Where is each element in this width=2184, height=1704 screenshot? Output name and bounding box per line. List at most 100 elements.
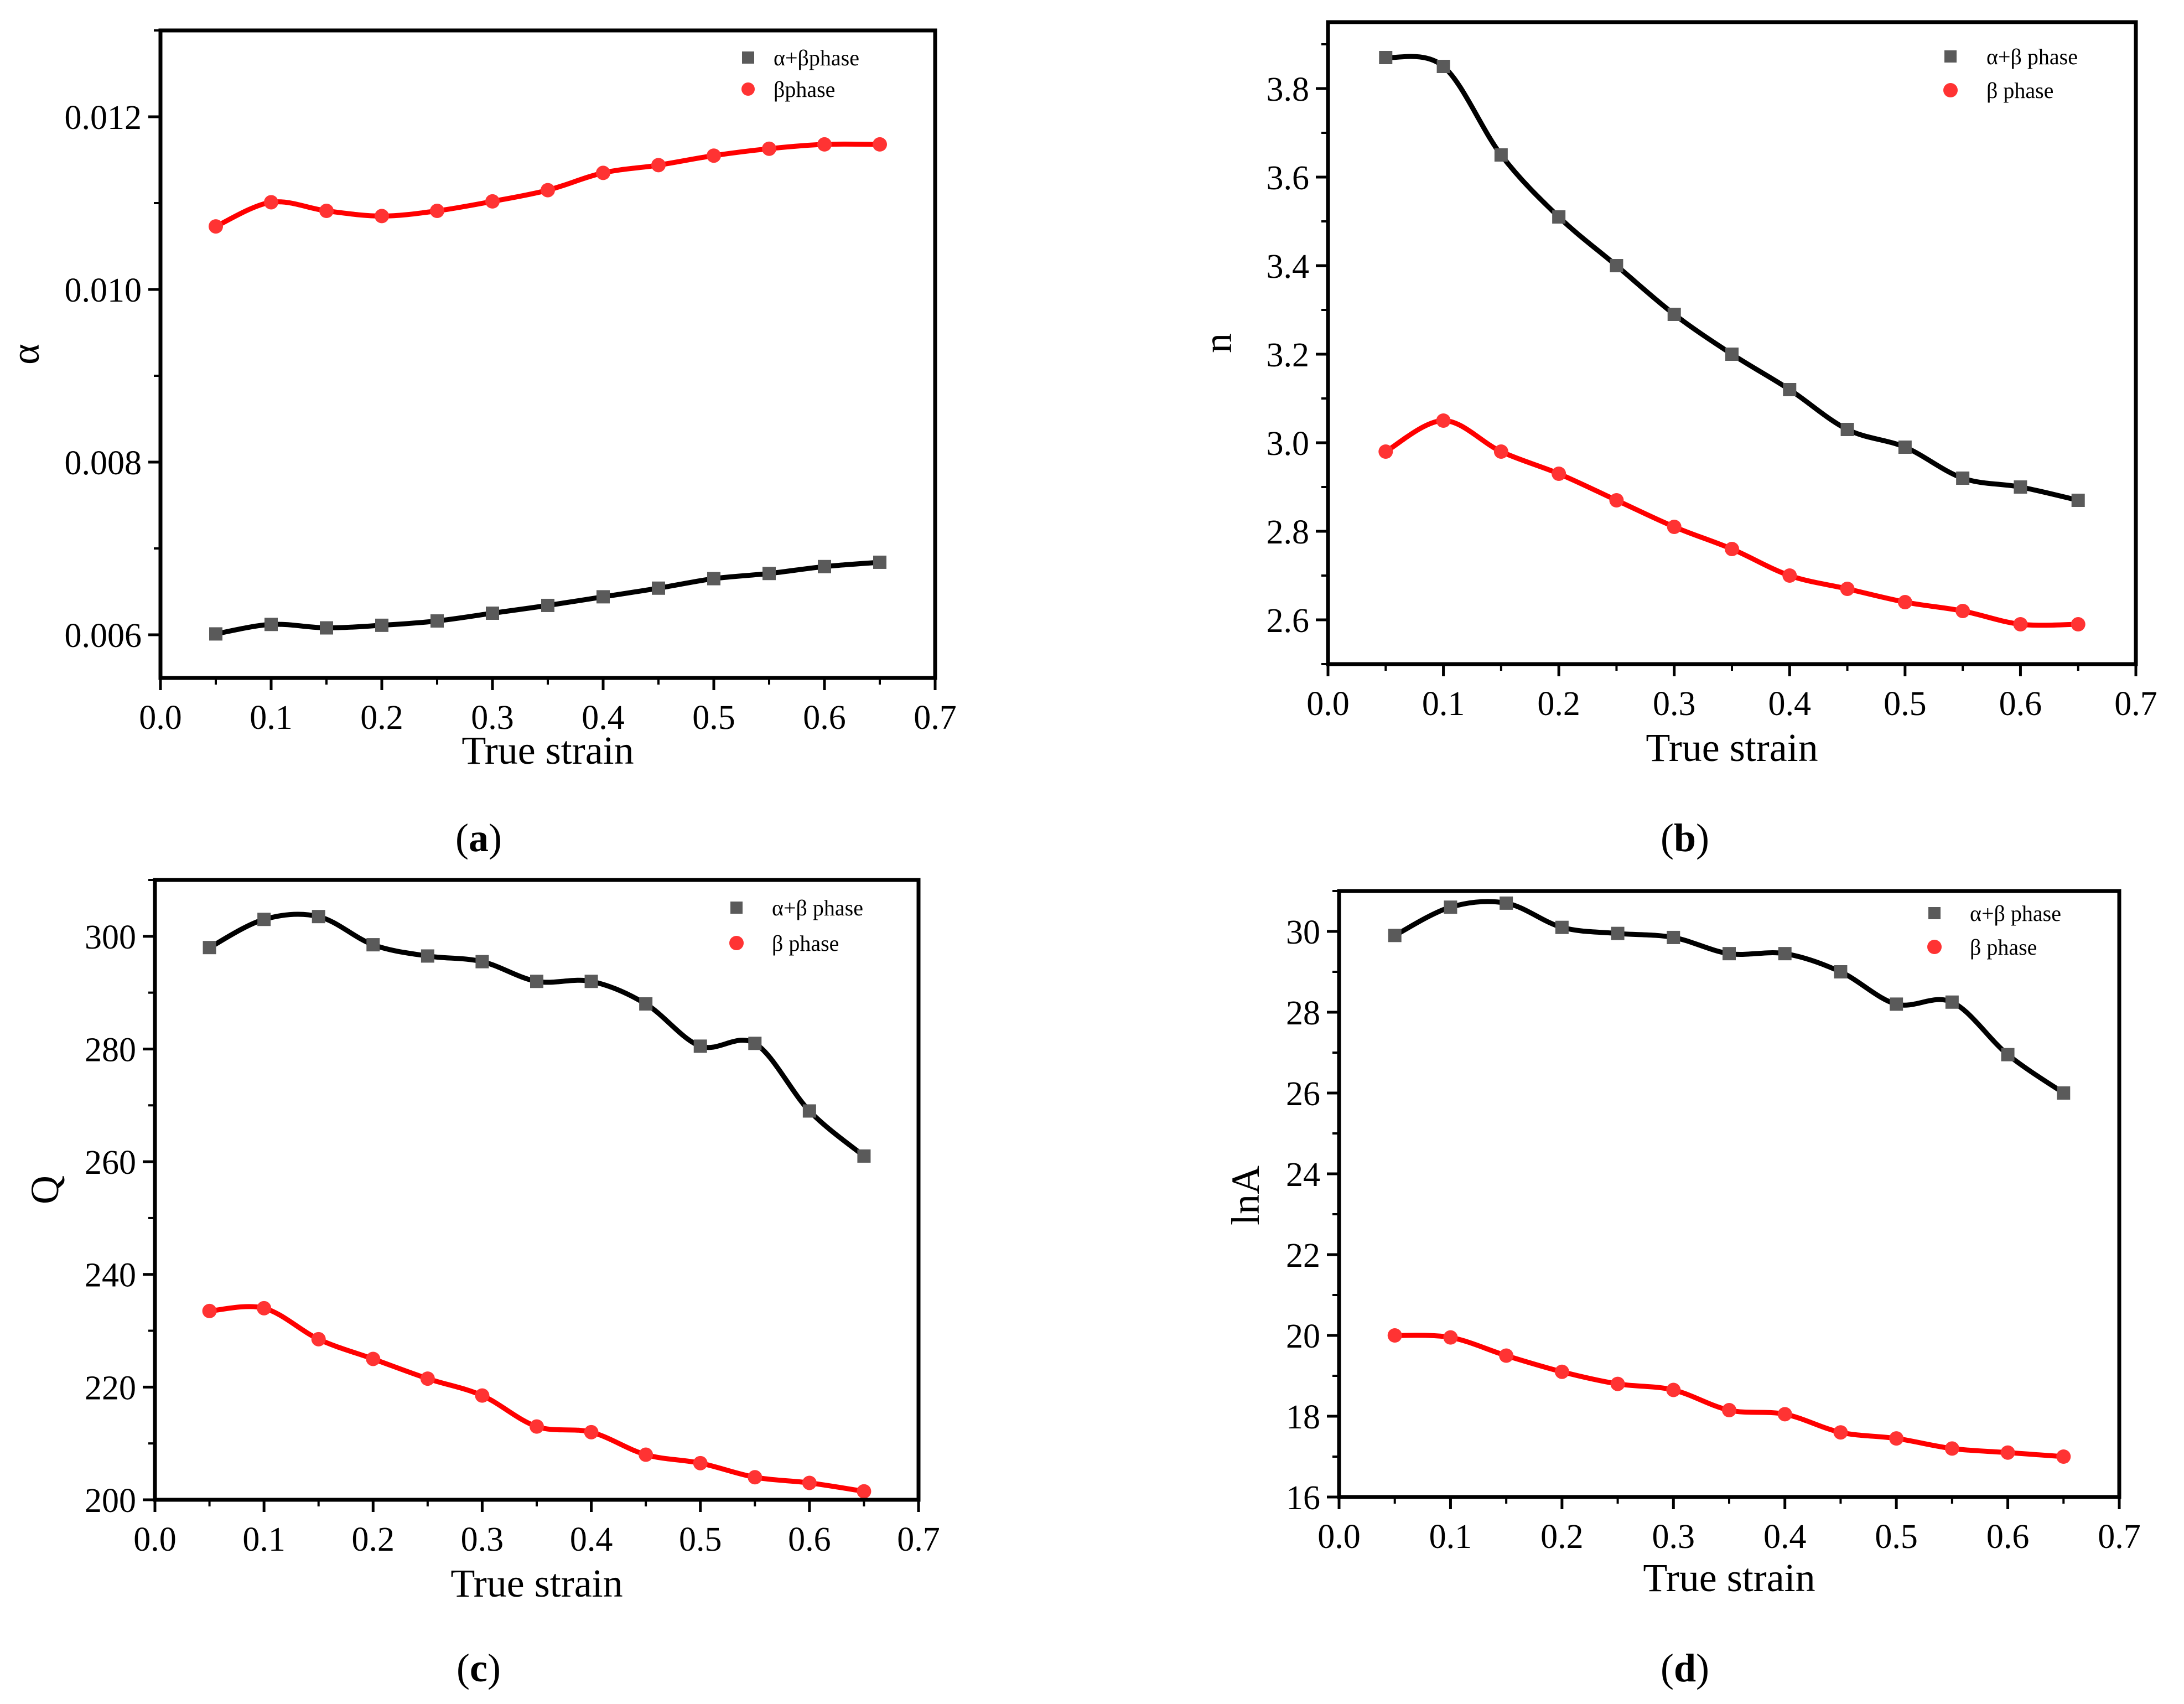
panel-a-series-1-point-12 [873, 137, 887, 152]
panel-b-series-1-point-12 [2071, 617, 2086, 631]
panel-b-series-1-point-8 [1840, 582, 1855, 596]
panel-b-series-0-point-5 [1667, 308, 1681, 321]
panel-b-series-0-point-6 [1725, 348, 1739, 361]
panel-b-series-0-point-8 [1840, 423, 1854, 436]
panel-c-series-1-point-12 [857, 1484, 871, 1499]
panel-a-x-tick-label-7: 0.7 [914, 699, 957, 737]
panel-d-series-1-point-8 [1833, 1425, 1848, 1440]
panel-a-series-0-point-4 [430, 614, 444, 628]
panel-b-x-axis-label: True strain [1646, 726, 1818, 770]
panel-b-x-tick-label-3: 0.3 [1653, 685, 1696, 723]
panel-d-series-1-point-2 [1499, 1348, 1514, 1363]
panel-b-series-1-point-1 [1436, 413, 1451, 428]
panel-b-series-1-point-3 [1552, 467, 1566, 481]
panel-a-series-1-point-4 [430, 204, 444, 219]
panel-a-series-0-point-8 [652, 581, 665, 595]
panel-d-series-1-point-7 [1777, 1407, 1792, 1422]
panel-d-x-tick-label-6: 0.6 [1986, 1518, 2030, 1556]
panel-d-series-0-point-1 [1444, 900, 1457, 914]
panel-c-y-tick-label-2: 240 [85, 1257, 136, 1294]
panel-a-series-1-point-2 [319, 204, 334, 219]
panel-a-series-0-point-2 [320, 621, 333, 635]
panel-c-series-0-point-1 [257, 913, 271, 926]
panel-a-x-tick-label-1: 0.1 [250, 699, 293, 737]
panel-c-y-tick-label-5: 300 [85, 919, 136, 956]
panel-c-series-0-point-0 [203, 941, 216, 955]
panel-a: 0.0 0.1 0.2 0.3 0.4 0.5 0.6 0.7 0.006 0.008 0.010 0… [3, 28, 957, 860]
panel-b-series-1-point-5 [1667, 520, 1682, 534]
panel-b-series-0-point-10 [1956, 472, 1970, 485]
panel-b-ticks: 0.0 0.1 0.2 0.3 0.4 0.5 0.6 0.7 2.6 2.8 3.0 3.2 3.4 3… [1267, 43, 2157, 723]
panel-a-series-1-point-8 [651, 158, 666, 173]
panel-a-y-tick-label-3: 0.012 [65, 99, 142, 137]
panel-a-series-1-point-9 [707, 148, 721, 163]
panel-c-series-1-point-2 [311, 1332, 326, 1346]
panel-a-legend-marker-1 [741, 82, 755, 96]
panel-a-series-1-point-0 [209, 219, 223, 234]
panel-c-x-tick-label-7: 0.7 [897, 1521, 940, 1558]
panel-a-y-tick-label-2: 0.010 [65, 272, 142, 309]
panel-b-series [1378, 51, 2086, 631]
panel-a-series-0-point-11 [818, 560, 831, 573]
panel-c-series-1-point-7 [584, 1425, 599, 1439]
panel-b-series-0-point-0 [1379, 51, 1393, 64]
panel-d-x-tick-label-0: 0.0 [1317, 1518, 1361, 1556]
panel-d-series-1-point-3 [1554, 1364, 1569, 1379]
panel-c-y-tick-label-4: 280 [85, 1031, 136, 1069]
panel-d-series-1-point-12 [2056, 1449, 2071, 1464]
panel-c-series-1-point-1 [257, 1301, 272, 1315]
panel-d-x-tick-label-1: 0.1 [1429, 1518, 1472, 1556]
panel-c-legend: α+β phase β phase [729, 895, 863, 956]
panel-b-caption-letter: b [1674, 816, 1696, 860]
panel-b-series-0-point-11 [2014, 480, 2027, 494]
panel-a-y-tick-label-1: 0.008 [65, 444, 142, 482]
panel-c-x-tick-label-4: 0.4 [570, 1521, 613, 1558]
panel-c-legend-label-1: β phase [772, 931, 839, 956]
panel-d-x-tick-label-4: 0.4 [1763, 1518, 1807, 1556]
panel-c-series-0-point-10 [748, 1037, 762, 1050]
panel-b-legend-marker-1 [1943, 83, 1958, 97]
panel-b-x-tick-label-6: 0.6 [1999, 685, 2042, 723]
panel-c-series-0-point-4 [421, 949, 434, 963]
panel-a-series-0-point-3 [375, 618, 388, 632]
panel-d-y-tick-label-3: 22 [1286, 1237, 1320, 1275]
panel-a-y-tick-label-0: 0.006 [65, 617, 142, 655]
panel-b-series-0-point-7 [1783, 383, 1797, 396]
panel-b-series-1-point-6 [1725, 542, 1739, 556]
panel-b-y-tick-label-2: 3.0 [1267, 425, 1310, 463]
panel-d-series-0-point-11 [2001, 1048, 2015, 1061]
panel-b-y-tick-label-4: 3.4 [1267, 248, 1310, 286]
panel-d-series-1-point-10 [1944, 1441, 1959, 1456]
panel-d-x-tick-label-7: 0.7 [2098, 1518, 2141, 1556]
panel-b-y-tick-label-6: 3.8 [1267, 71, 1310, 108]
panel-d-series-1-point-0 [1387, 1328, 1402, 1343]
panel-b-x-tick-label-4: 0.4 [1768, 685, 1812, 723]
panel-a-legend: α+βphase βphase [741, 45, 859, 102]
panel-d-y-axis-label: lnA [1223, 1166, 1268, 1225]
panel-a-series-1-point-1 [264, 195, 278, 210]
panel-c-caption: (c) [456, 1646, 501, 1690]
panel-a-x-tick-label-0: 0.0 [139, 699, 182, 737]
panel-c-series-0-point-3 [366, 938, 380, 952]
panel-b: 0.0 0.1 0.2 0.3 0.4 0.5 0.6 0.7 2.6 2.8 3.0 3.2 3.4 3… [1196, 20, 2157, 860]
panel-c-series-0-point-2 [312, 910, 325, 924]
panel-c-x-tick-label-2: 0.2 [352, 1521, 395, 1558]
panel-b-series-0-point-3 [1552, 210, 1566, 224]
panel-a-series-0-point-12 [873, 555, 886, 569]
panel-c-x-tick-label-1: 0.1 [242, 1521, 286, 1558]
panel-d-series-0-point-6 [1723, 947, 1736, 961]
panel-d-y-tick-label-2: 20 [1286, 1318, 1320, 1355]
panel-b-y-tick-label-3: 3.2 [1267, 336, 1310, 374]
panel-a-x-tick-label-3: 0.3 [471, 699, 514, 737]
panel-b-y-axis-label: n [1196, 333, 1240, 353]
panel-c-series-0-point-12 [857, 1149, 871, 1163]
panel-c-y-tick-label-0: 200 [85, 1482, 136, 1520]
panel-c-series-0-point-5 [475, 955, 489, 968]
panel-c-y-tick-label-1: 220 [85, 1369, 136, 1407]
panel-a-y-axis-label: α [3, 344, 48, 365]
panel-c-series-1-point-6 [530, 1419, 544, 1434]
panel-b-series-1-point-2 [1493, 444, 1508, 459]
panel-a-series-0-point-7 [596, 590, 610, 604]
panel-c-x-tick-label-0: 0.0 [133, 1521, 177, 1558]
